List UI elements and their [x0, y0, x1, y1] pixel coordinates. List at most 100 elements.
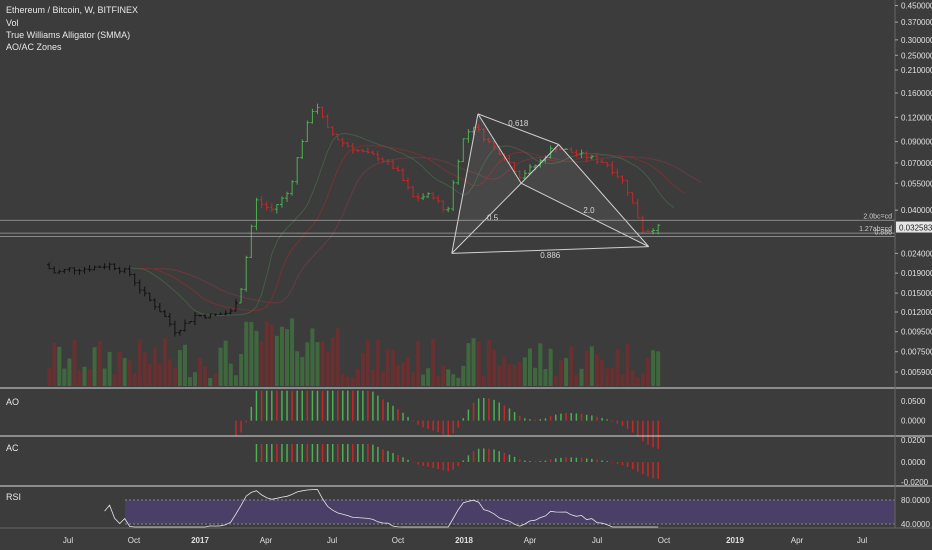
volume-bar	[365, 340, 370, 386]
x-tick-label: Oct	[658, 536, 671, 545]
volume-bar	[290, 318, 295, 386]
volume-bar	[335, 328, 340, 386]
volume-bar	[239, 353, 244, 386]
volume-bar	[157, 363, 162, 386]
volume-bar	[548, 348, 553, 386]
volume-bar	[167, 359, 172, 386]
volume-bar	[279, 326, 284, 386]
volume-bar	[456, 377, 461, 386]
volume-bar	[177, 350, 182, 386]
volume-bar	[528, 348, 532, 386]
candles-layer	[47, 103, 661, 337]
ratio-label-05: 0.5	[487, 213, 499, 222]
pattern-leg-cd	[558, 144, 650, 247]
price-tick-label: 0.450000	[901, 2, 932, 11]
volume-bar	[574, 374, 579, 386]
volume-bar	[254, 330, 259, 386]
pattern-leg-xa	[451, 113, 479, 254]
price-tick-label: 0.009500	[901, 328, 932, 337]
x-tick-label: 2018	[455, 536, 473, 545]
price-tick-label: 0.019000	[901, 269, 932, 278]
volume-bar	[295, 351, 300, 386]
volume-bar	[390, 349, 395, 386]
indicator-alligator: True Williams Alligator (SMMA)	[6, 30, 131, 40]
price-tick-label: 0.070000	[901, 159, 932, 168]
volume-bar	[411, 372, 416, 386]
volume-bar	[370, 369, 375, 386]
price-tick-label: 0.210000	[901, 66, 932, 75]
price-tick-label: 0.160000	[901, 89, 932, 98]
current-price-label: 0.032583	[899, 224, 932, 233]
volume-bar	[198, 358, 202, 386]
volume-bar	[615, 349, 620, 386]
volume-bar	[300, 357, 305, 386]
volume-bar	[82, 366, 87, 386]
volume-bar	[57, 346, 62, 386]
volume-bar	[645, 358, 650, 386]
ao-tick-label: 0.0000	[901, 417, 926, 426]
volume-bar	[441, 365, 446, 386]
volume-bar	[569, 346, 574, 386]
pattern-diag-ac	[477, 113, 559, 145]
volume-bar	[72, 339, 77, 386]
ac-pane: 0.0200 0.0000 -0.0200	[255, 436, 929, 487]
price-tick-label: 0.370000	[901, 18, 932, 27]
volume-bar	[310, 328, 315, 386]
volume-bar	[187, 377, 192, 386]
ao-tick-label: 0.0500	[901, 397, 926, 406]
alligator-layer	[129, 132, 702, 317]
volume-bar	[320, 341, 325, 386]
rsi-line	[104, 489, 659, 528]
volume-bar	[152, 348, 157, 386]
volume-bar	[67, 358, 72, 386]
ac-label: AC	[6, 443, 19, 453]
pattern-fill-bcd	[521, 144, 649, 247]
ac-tick-label: 0.0200	[901, 436, 926, 445]
x-tick-label: Jul	[592, 536, 602, 545]
volume-bar	[375, 339, 380, 386]
volume-bar	[595, 354, 599, 386]
level-label: 2.0bc=cd	[863, 213, 892, 220]
price-tick-label: 0.040000	[901, 206, 932, 215]
x-tick-label: Oct	[392, 536, 405, 545]
volume-bar	[630, 370, 635, 386]
price-tick-label: 0.120000	[901, 113, 932, 122]
x-tick-label: 2017	[191, 536, 209, 545]
horizontal-levels: 2.0bc=cd 1.27ab=cd0.886	[0, 213, 895, 237]
x-tick-label: Jul	[63, 536, 73, 545]
volume-bar	[162, 338, 167, 386]
volume-bar	[635, 377, 640, 386]
volume-bar	[47, 368, 52, 386]
ratio-label-618: 0.618	[508, 119, 529, 128]
volume-bar	[476, 341, 481, 386]
volume-bar	[147, 363, 152, 386]
x-tick-label: Oct	[128, 536, 141, 545]
chart-title: Ethereum / Bitcoin, W, BITFINEX	[6, 5, 139, 15]
rsi-label: RSI	[6, 492, 22, 502]
volume-bar	[102, 368, 107, 386]
price-tick-label: 0.007500	[901, 348, 932, 357]
x-tick-label: Jul	[857, 536, 867, 545]
volume-bar	[274, 335, 279, 386]
volume-bar	[579, 368, 584, 386]
level-label: 0.886	[874, 230, 892, 237]
volume-bar	[396, 364, 400, 386]
volume-bar	[553, 375, 558, 386]
volume-bar	[451, 374, 456, 386]
volume-bar	[330, 337, 335, 386]
current-price-badge	[896, 221, 932, 233]
ao-pane: 0.0500 0.0000	[235, 390, 926, 449]
rsi-pane: 80.0000 40.0000	[104, 489, 930, 529]
volume-bar	[640, 373, 645, 386]
volume-bar	[431, 338, 436, 386]
volume-bar	[269, 324, 274, 386]
volume-bar	[517, 361, 522, 386]
price-tick-label: 0.090000	[901, 138, 932, 147]
volume-bar	[605, 368, 610, 386]
pattern-diag-xd	[451, 246, 649, 254]
volume-bar	[584, 350, 589, 386]
price-tick-label: 0.015000	[901, 289, 932, 298]
volume-bar	[340, 373, 345, 386]
